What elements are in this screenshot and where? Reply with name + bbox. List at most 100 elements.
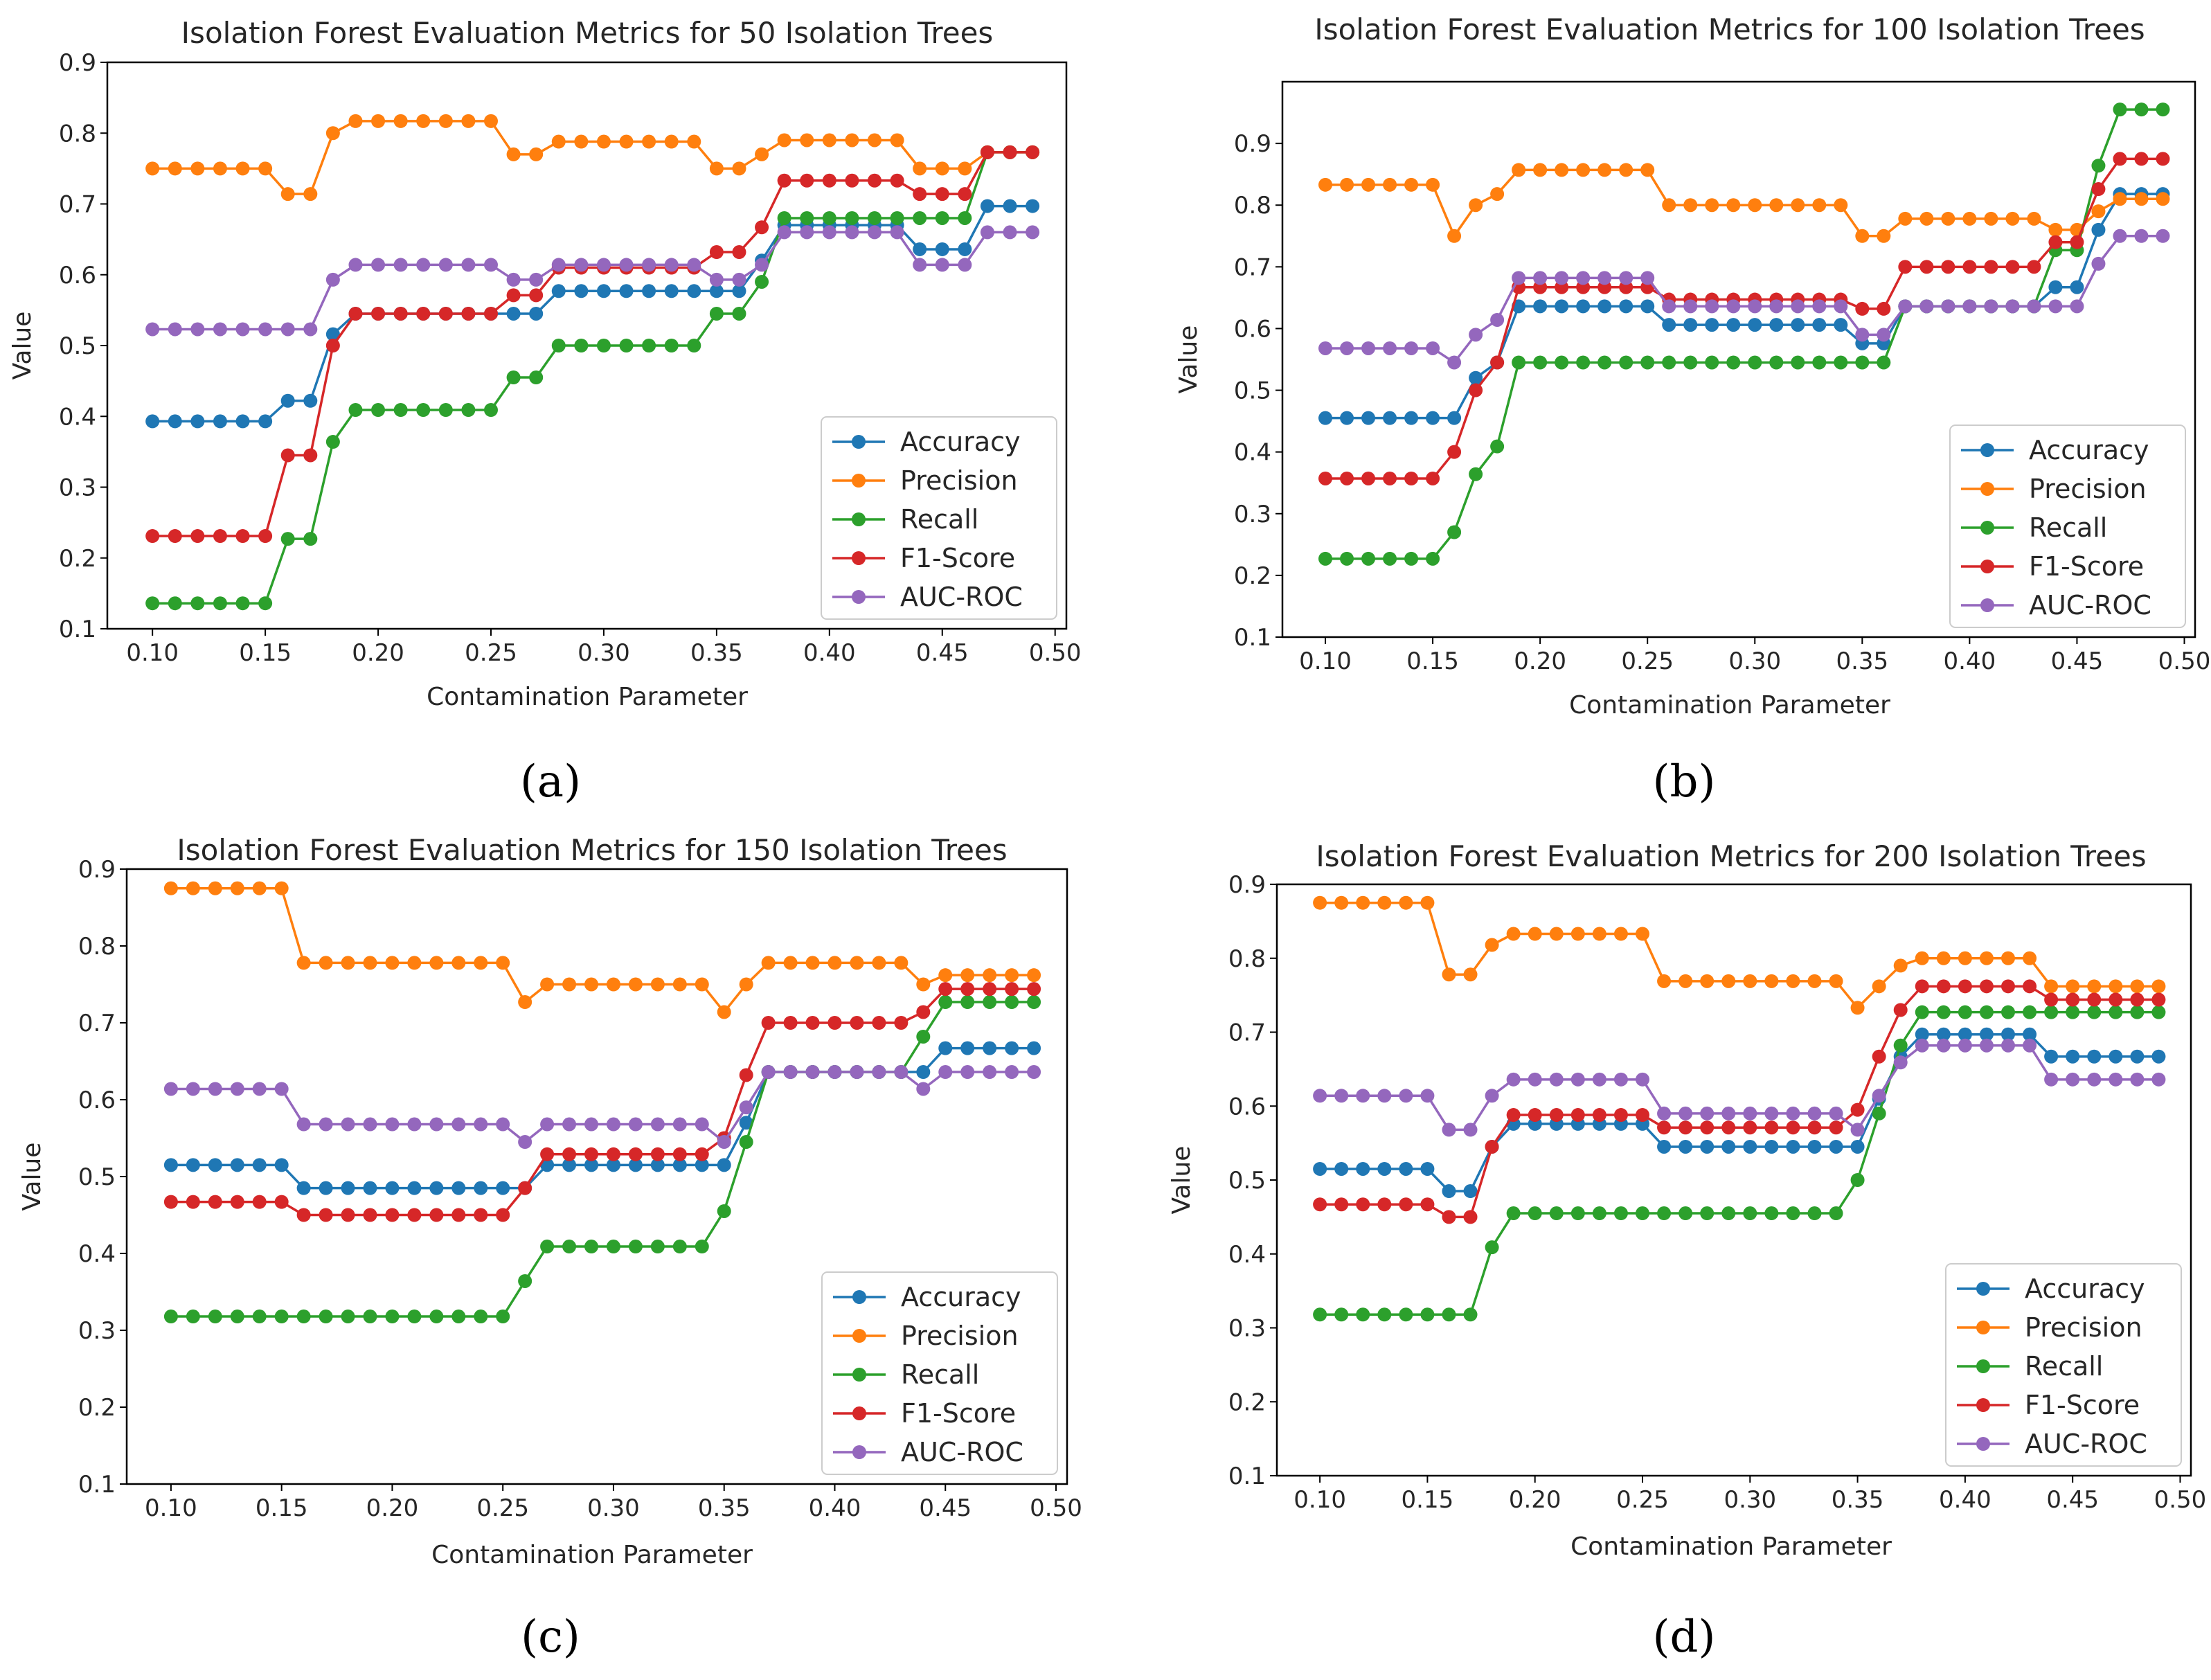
legend-frame	[1945, 1263, 2182, 1467]
data-point	[761, 1016, 776, 1030]
data-point	[1915, 1038, 1929, 1053]
data-point	[695, 1240, 709, 1254]
data-point	[208, 1158, 222, 1172]
data-point	[916, 1029, 931, 1044]
x-tick-label: 0.10	[145, 1494, 197, 1522]
data-point	[717, 1158, 731, 1172]
legend-frame	[821, 416, 1057, 620]
y-tick-label: 0.8	[1234, 192, 1271, 220]
data-point	[935, 187, 949, 202]
data-point	[1915, 979, 1929, 994]
data-point	[1026, 145, 1040, 159]
data-point	[2070, 235, 2084, 249]
legend-marker	[1980, 443, 1994, 457]
y-tick-label: 0.5	[59, 332, 96, 360]
data-point	[1005, 995, 1019, 1010]
data-point	[2023, 951, 2037, 965]
data-point	[1893, 1038, 1908, 1053]
data-point	[1404, 177, 1419, 192]
data-point	[1893, 1003, 1908, 1017]
data-point	[850, 1065, 864, 1080]
data-point	[208, 1082, 222, 1096]
data-point	[2005, 299, 2020, 314]
data-point	[319, 1310, 333, 1324]
data-point	[461, 258, 476, 272]
data-point	[438, 114, 453, 128]
data-point	[2066, 992, 2080, 1007]
x-tick-label: 0.35	[1832, 1486, 1884, 1514]
data-point	[1662, 318, 1676, 332]
data-point	[168, 414, 182, 429]
data-point	[1936, 1005, 1951, 1019]
data-point	[407, 1181, 422, 1195]
data-point	[960, 982, 975, 997]
data-point	[822, 173, 836, 188]
series-line	[1320, 985, 2159, 1219]
data-point	[1984, 211, 1998, 226]
data-point	[451, 1117, 466, 1132]
y-tick-label: 0.3	[1228, 1315, 1266, 1343]
data-point	[732, 306, 746, 321]
data-point	[2134, 192, 2149, 206]
data-point	[1506, 1108, 1521, 1123]
data-point	[1679, 1106, 1693, 1120]
data-point	[1356, 895, 1370, 910]
data-point	[2087, 1049, 2102, 1064]
legend-marker	[1980, 482, 1994, 496]
data-point	[1404, 341, 1419, 355]
data-point	[319, 956, 333, 970]
data-point	[935, 258, 949, 272]
data-point	[461, 306, 476, 321]
data-point	[506, 272, 521, 287]
data-point	[1619, 299, 1633, 314]
data-point	[363, 1117, 377, 1132]
data-point	[190, 322, 205, 337]
series-accuracy	[1318, 187, 2170, 425]
data-point	[2091, 222, 2106, 237]
data-point	[2130, 1072, 2145, 1087]
data-point	[1619, 355, 1633, 370]
data-point	[496, 956, 510, 970]
data-point	[416, 114, 431, 128]
data-point	[2156, 192, 2170, 206]
data-point	[695, 1158, 709, 1172]
data-point	[1334, 895, 1349, 910]
panel-caption: (b)	[1653, 756, 1716, 807]
data-point	[1592, 1072, 1606, 1087]
data-point	[540, 1240, 555, 1254]
data-point	[619, 134, 634, 149]
data-point	[235, 596, 250, 611]
data-point	[606, 1158, 620, 1172]
data-point	[1442, 967, 1456, 982]
legend-entry: Accuracy	[900, 427, 1021, 457]
series-line	[1325, 157, 2163, 480]
data-point	[393, 403, 408, 418]
data-point	[1807, 1106, 1822, 1120]
data-point	[303, 393, 318, 408]
data-point	[755, 258, 769, 272]
legend-entry: Precision	[900, 465, 1018, 496]
data-point	[1318, 411, 1333, 425]
data-point	[438, 306, 453, 321]
data-point	[371, 114, 386, 128]
x-tick-label: 0.30	[1724, 1486, 1776, 1514]
series-line	[152, 231, 1033, 331]
x-tick-label: 0.45	[916, 639, 969, 667]
data-point	[1640, 271, 1655, 285]
y-tick-label: 0.1	[78, 1471, 116, 1499]
data-point	[2109, 992, 2123, 1007]
data-point	[325, 126, 340, 141]
data-point	[484, 114, 498, 128]
data-point	[2044, 1072, 2059, 1087]
series-recall	[1313, 1005, 2166, 1322]
data-point	[1872, 1106, 1886, 1120]
data-point	[1679, 1139, 1693, 1154]
data-point	[1919, 260, 1934, 274]
series-f1-score	[145, 145, 1040, 544]
data-point	[1576, 355, 1591, 370]
data-point	[1340, 177, 1354, 192]
data-point	[1318, 177, 1333, 192]
data-point	[540, 1117, 555, 1132]
data-point	[2156, 102, 2170, 117]
